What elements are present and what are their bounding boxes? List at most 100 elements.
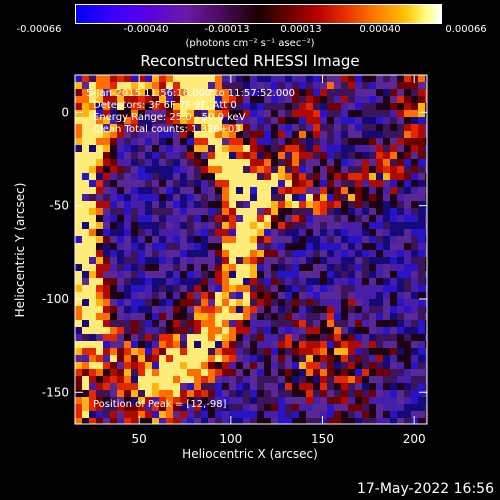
heatmap-cell	[145, 75, 152, 82]
heatmap-cell	[411, 313, 418, 320]
heatmap-cell	[117, 327, 124, 334]
heatmap-cell	[131, 271, 138, 278]
heatmap-cell	[117, 187, 124, 194]
heatmap-cell	[334, 159, 341, 166]
heatmap-cell	[257, 208, 264, 215]
heatmap-cell	[271, 96, 278, 103]
heatmap-cell	[103, 376, 110, 383]
heatmap-cell	[173, 313, 180, 320]
heatmap-cell	[418, 236, 425, 243]
heatmap-cell	[110, 418, 117, 424]
heatmap-cell	[383, 348, 390, 355]
heatmap-cell	[173, 264, 180, 271]
heatmap-cell	[418, 180, 425, 187]
heatmap-cell	[334, 194, 341, 201]
heatmap-cell	[271, 334, 278, 341]
heatmap-cell	[257, 264, 264, 271]
heatmap-cell	[341, 124, 348, 131]
heatmap-cell	[187, 243, 194, 250]
heatmap-cell	[201, 159, 208, 166]
heatmap-cell	[222, 180, 229, 187]
heatmap-cell	[180, 201, 187, 208]
heatmap-cell	[152, 201, 159, 208]
heatmap-cell	[383, 138, 390, 145]
heatmap-cell	[131, 187, 138, 194]
heatmap-cell	[96, 299, 103, 306]
heatmap-cell	[404, 313, 411, 320]
heatmap-cell	[271, 124, 278, 131]
heatmap-cell	[159, 131, 166, 138]
heatmap-cell	[110, 397, 117, 404]
heatmap-cell	[229, 236, 236, 243]
heatmap-cell	[194, 110, 201, 117]
heatmap-cell	[327, 264, 334, 271]
heatmap-cell	[376, 320, 383, 327]
heatmap-cell	[264, 173, 271, 180]
heatmap-cell	[166, 152, 173, 159]
heatmap-cell	[180, 278, 187, 285]
heatmap-cell	[341, 397, 348, 404]
heatmap-cell	[327, 411, 334, 418]
heatmap-cell	[166, 187, 173, 194]
heatmap-cell	[215, 229, 222, 236]
heatmap-cell	[285, 215, 292, 222]
heatmap-cell	[103, 348, 110, 355]
heatmap-cell	[215, 292, 222, 299]
heatmap-cell	[355, 355, 362, 362]
heatmap-cell	[89, 341, 96, 348]
heatmap-cell	[334, 383, 341, 390]
heatmap-cell	[264, 355, 271, 362]
colorbar-tick: 0.00040	[359, 24, 401, 35]
heatmap-cell	[131, 208, 138, 215]
heatmap-cell	[103, 222, 110, 229]
heatmap-cell	[348, 110, 355, 117]
heatmap-cell	[411, 285, 418, 292]
heatmap-cell	[173, 271, 180, 278]
heatmap-cell	[110, 292, 117, 299]
heatmap-cell	[166, 271, 173, 278]
heatmap-cell	[411, 145, 418, 152]
heatmap-cell	[278, 257, 285, 264]
heatmap-cell	[173, 390, 180, 397]
heatmap-cell	[145, 355, 152, 362]
heatmap-cell	[103, 131, 110, 138]
heatmap-cell	[376, 285, 383, 292]
heatmap-cell	[138, 292, 145, 299]
heatmap-cell	[152, 103, 159, 110]
heatmap-cell	[166, 103, 173, 110]
heatmap-cell	[124, 369, 131, 376]
heatmap-cell	[397, 82, 404, 89]
heatmap-cell	[96, 138, 103, 145]
heatmap-cell	[376, 243, 383, 250]
heatmap-cell	[117, 341, 124, 348]
heatmap-cell	[404, 418, 411, 424]
heatmap-cell	[278, 138, 285, 145]
heatmap-cell	[257, 299, 264, 306]
heatmap-cell	[425, 117, 427, 124]
heatmap-cell	[355, 117, 362, 124]
heatmap-cell	[341, 194, 348, 201]
heatmap-cell	[404, 117, 411, 124]
heatmap-cell	[166, 229, 173, 236]
heatmap-cell	[341, 138, 348, 145]
heatmap-cell	[334, 369, 341, 376]
heatmap-cell	[194, 341, 201, 348]
heatmap-cell	[89, 215, 96, 222]
heatmap-cell	[96, 208, 103, 215]
heatmap-cell	[229, 306, 236, 313]
heatmap-cell	[292, 418, 299, 424]
heatmap-cell	[313, 404, 320, 411]
heatmap-cell	[243, 306, 250, 313]
heatmap-cell	[138, 257, 145, 264]
heatmap-cell	[215, 299, 222, 306]
heatmap-cell	[215, 271, 222, 278]
heatmap-cell	[348, 404, 355, 411]
heatmap-cell	[89, 404, 96, 411]
heatmap-cell	[201, 306, 208, 313]
heatmap-cell	[390, 306, 397, 313]
heatmap-cell	[180, 320, 187, 327]
heatmap-cell	[320, 89, 327, 96]
heatmap-cell	[152, 334, 159, 341]
heatmap-cell	[180, 159, 187, 166]
heatmap-cell	[418, 194, 425, 201]
